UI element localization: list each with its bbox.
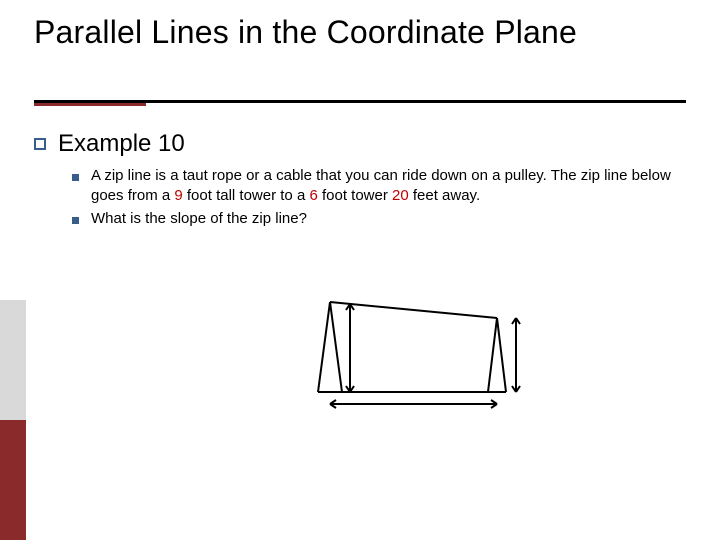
example-heading: Example 10 <box>58 130 185 158</box>
bullet-text-2: What is the slope of the zip line? <box>91 209 307 229</box>
bullet-row: A zip line is a taut rope or a cable tha… <box>72 166 686 207</box>
sidebar-decoration-bottom <box>0 420 26 540</box>
content-area: Example 10 A zip line is a taut rope or … <box>34 130 686 231</box>
bullet-text-1: A zip line is a taut rope or a cable tha… <box>91 166 686 207</box>
zipline-diagram <box>300 296 560 416</box>
highlight-number: 20 <box>392 187 409 204</box>
example-heading-row: Example 10 <box>34 130 686 158</box>
small-square-bullet-icon <box>72 217 79 224</box>
text-segment: foot tower <box>318 187 392 204</box>
bullet-row: What is the slope of the zip line? <box>72 209 686 229</box>
highlight-number: 6 <box>309 187 317 204</box>
text-segment: feet away. <box>409 187 480 204</box>
sidebar-decoration-top <box>0 300 26 420</box>
small-square-bullet-icon <box>72 174 79 181</box>
slide: Parallel Lines in the Coordinate Plane E… <box>0 0 720 540</box>
highlight-number: 9 <box>174 187 182 204</box>
square-bullet-icon <box>34 138 46 150</box>
text-segment: foot tall tower to a <box>183 187 310 204</box>
accent-line <box>34 103 146 106</box>
page-title: Parallel Lines in the Coordinate Plane <box>0 0 720 51</box>
